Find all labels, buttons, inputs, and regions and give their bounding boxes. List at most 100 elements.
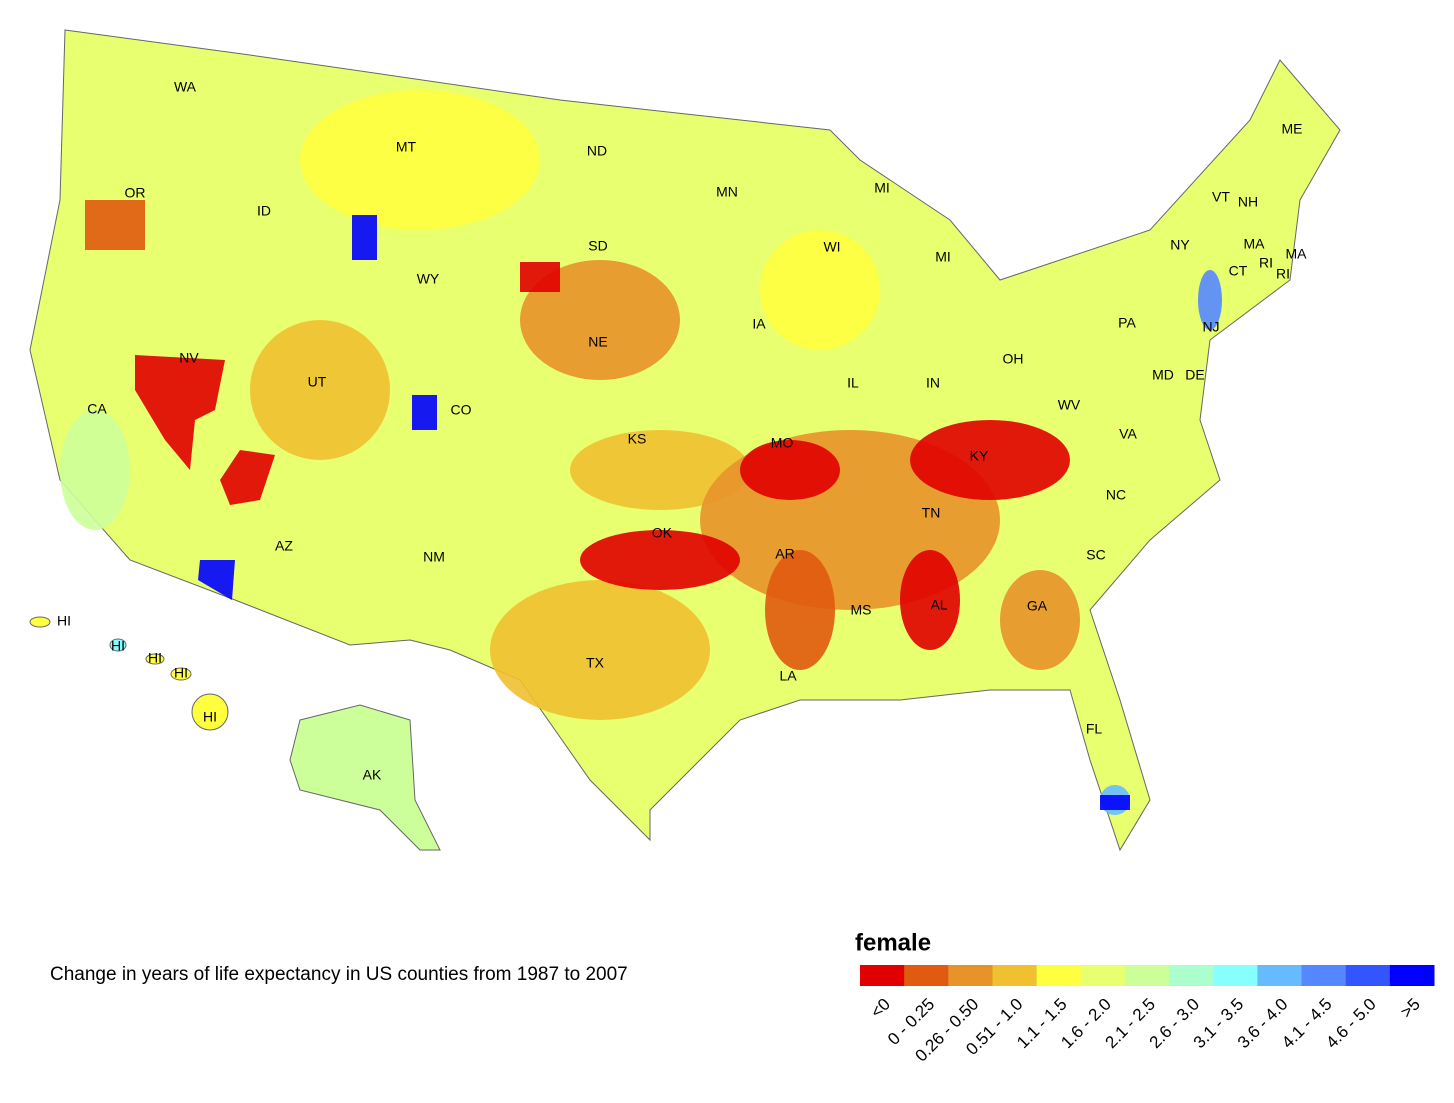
region (60, 410, 130, 530)
map: WA MT ND ME OR ID MN MI VT NH WI SD NY MA MA MI WY CT RIRI… (29, 29, 1341, 852)
state-label: NC (1106, 487, 1126, 503)
region (300, 90, 540, 230)
state-label: WV (1058, 397, 1081, 413)
state-label: MA (1244, 236, 1266, 252)
state-label: NH (1238, 194, 1258, 210)
legend-label: <0 (867, 995, 894, 1022)
state-label: MI (874, 180, 890, 196)
state-label: GA (1027, 598, 1048, 614)
state-label: NE (588, 334, 607, 350)
region (490, 580, 710, 720)
state-label: MS (851, 602, 872, 618)
land-hawaii (109, 638, 127, 652)
legend-label: >5 (1397, 995, 1424, 1022)
state-label: OK (652, 525, 673, 541)
state-label: NM (423, 549, 445, 565)
region (198, 560, 235, 600)
region (520, 262, 560, 292)
state-label: WI (823, 239, 840, 255)
state-label: SD (588, 238, 607, 254)
state-label: CA (87, 401, 107, 417)
state-label: CT (1229, 263, 1248, 279)
state-label: MT (396, 139, 417, 155)
region (740, 440, 840, 500)
land-alaska (289, 704, 441, 851)
state-label: HI (203, 709, 217, 725)
state-label: TX (586, 655, 605, 671)
state-label: KS (628, 431, 647, 447)
region (1198, 270, 1222, 330)
region (85, 200, 145, 250)
state-label: ND (587, 143, 607, 159)
legend-swatch (904, 965, 949, 986)
legend-swatch (1169, 965, 1214, 986)
state-label: NY (1170, 237, 1190, 253)
region (135, 355, 225, 470)
region (220, 450, 275, 505)
legend-swatch (992, 965, 1038, 986)
state-label: CO (451, 402, 472, 418)
land-hawaii (145, 653, 165, 665)
state-label: MI (935, 249, 951, 265)
state-label: OR (125, 185, 146, 201)
land-hawaii (29, 616, 51, 628)
state-label: SC (1086, 547, 1105, 563)
state-label: AR (775, 546, 794, 562)
state-label: AK (363, 767, 382, 783)
state-label: HI (111, 638, 125, 654)
legend-swatch (1124, 965, 1170, 986)
region (570, 430, 750, 510)
state-label: HI (57, 613, 71, 629)
state-label: IN (926, 375, 940, 391)
caption: Change in years of life expectancy in US… (50, 964, 628, 985)
state-label: AL (930, 597, 947, 613)
state-label: KY (970, 448, 989, 464)
region (910, 420, 1070, 500)
state-label: RI (1276, 266, 1290, 282)
state-label: TN (922, 505, 941, 521)
state-label: FL (1086, 721, 1103, 737)
state-label: IA (752, 316, 766, 332)
region (580, 530, 740, 590)
legend-swatch (1257, 965, 1303, 986)
state-label: NV (179, 350, 199, 366)
legend-label: 4.6 - 5.0 (1322, 995, 1380, 1053)
state-label: OH (1003, 351, 1024, 367)
land-hawaii (191, 693, 229, 731)
state-label: VA (1119, 426, 1137, 442)
state-label: WY (417, 271, 440, 287)
state-label: RI (1259, 255, 1273, 271)
region (760, 230, 880, 350)
state-label: MD (1152, 367, 1174, 383)
state-label: UT (308, 374, 327, 390)
state-label: NJ (1202, 319, 1219, 335)
state-label: ID (257, 203, 271, 219)
state-label: AZ (275, 538, 293, 554)
legend-swatch (1389, 965, 1435, 986)
region (250, 320, 390, 460)
region (900, 550, 960, 650)
region (1100, 795, 1130, 810)
state-label: WA (174, 79, 197, 95)
state-label: DE (1185, 367, 1204, 383)
state-label: VT (1212, 189, 1230, 205)
state-label: ME (1282, 121, 1303, 137)
region (412, 395, 437, 430)
land-hawaii (170, 667, 192, 681)
legend-swatch (1036, 965, 1082, 986)
legend-swatch (1080, 965, 1126, 986)
legend-swatch (1345, 965, 1391, 986)
state-label: HI (148, 650, 162, 666)
state-label: LA (779, 668, 797, 684)
state-label: PA (1118, 315, 1136, 331)
state-label: IL (847, 375, 859, 391)
legend-swatch (948, 965, 993, 986)
legend-swatch (1213, 965, 1258, 986)
state-label: MA (1286, 246, 1308, 262)
region (352, 215, 377, 260)
state-label: MN (716, 184, 738, 200)
legend-swatch (860, 965, 905, 986)
legend-title: female (855, 929, 931, 956)
legend-swatch (1301, 965, 1347, 986)
